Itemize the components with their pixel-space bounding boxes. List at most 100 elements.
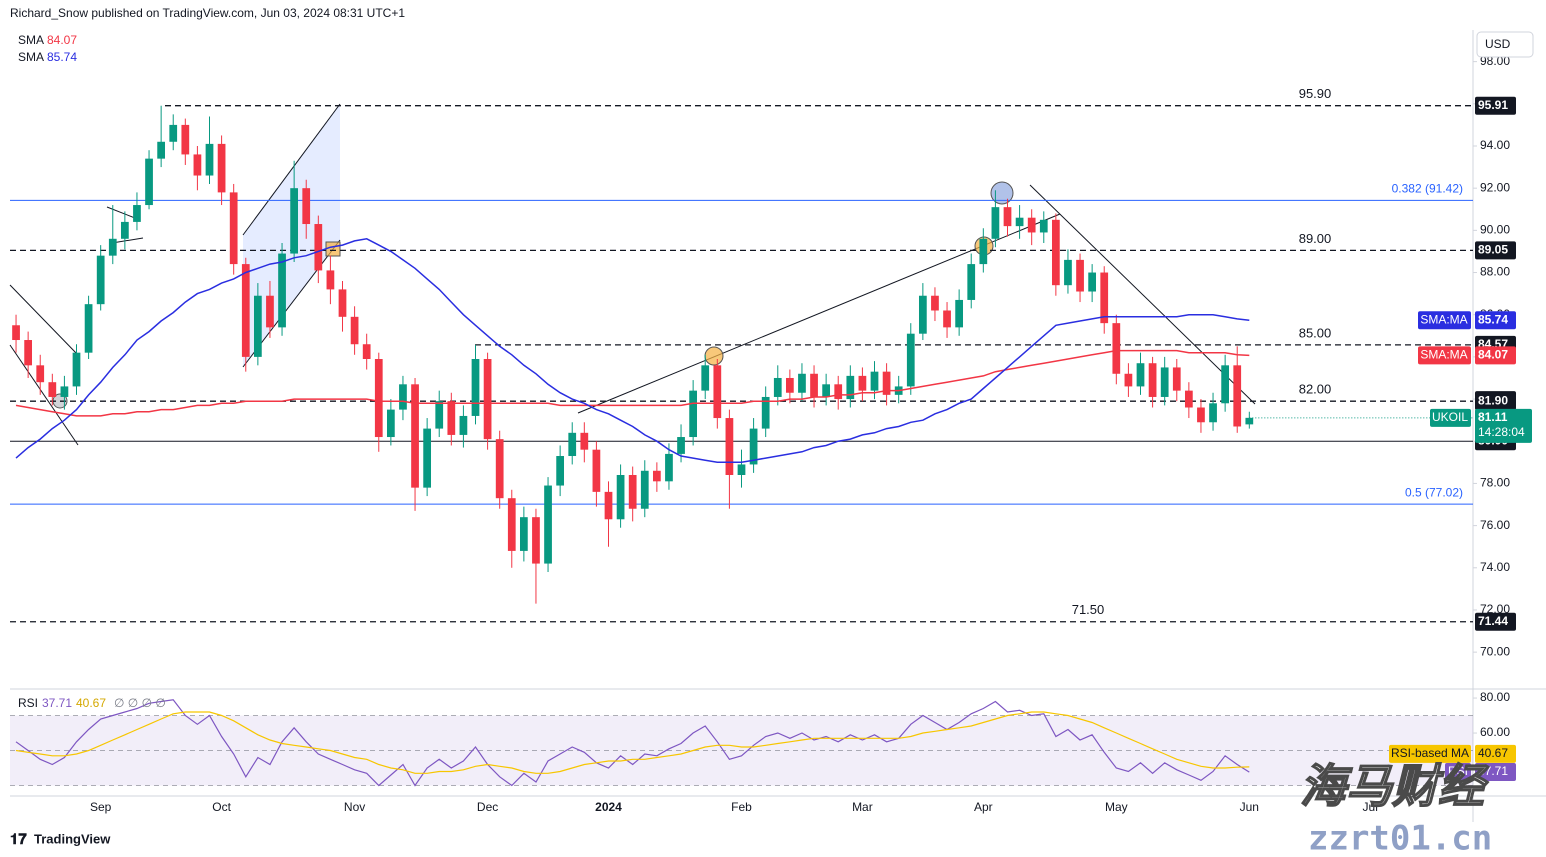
rsi-pane [10, 699, 1473, 787]
candle-body [483, 359, 492, 440]
candle-body [1088, 272, 1097, 292]
candle-body [1197, 407, 1205, 423]
candle-body [459, 415, 468, 435]
watermark-title: 海马财经 [1300, 760, 1489, 812]
marker-circle [704, 346, 724, 366]
marker-box [325, 241, 341, 257]
y-tick-label: 60.00 [1480, 725, 1510, 739]
series-tag-name: RSI-based MA [1391, 746, 1469, 760]
candle-body [592, 449, 601, 492]
candle-body [290, 188, 299, 254]
legend-value: 37.71 [42, 696, 72, 710]
price-tag-label: 89.05 [1478, 243, 1508, 257]
candle-body [1100, 272, 1109, 324]
legend-name: RSI [18, 696, 38, 710]
indicator-line [15, 349, 1250, 417]
x-tick-label: Oct [212, 800, 231, 814]
candle-body [278, 253, 286, 328]
candle-body [822, 384, 831, 397]
candle-body [338, 289, 347, 317]
tradingview-logo: 𝟏𝟕 [10, 831, 27, 848]
candle-body [604, 491, 613, 520]
candle-body [205, 143, 214, 176]
candle-body [773, 377, 782, 397]
y-tick-label: 70.00 [1480, 644, 1510, 658]
price-tag [1475, 311, 1516, 330]
price-tag-label: 95.91 [1478, 98, 1508, 112]
candle-body [447, 401, 456, 435]
level-annotation: 0.5 (77.02) [1405, 485, 1463, 499]
x-tick-label: Jul [1363, 800, 1378, 814]
candle-body [677, 437, 685, 454]
candle-body [435, 401, 444, 429]
candle-body [628, 474, 637, 509]
candle-body [229, 192, 238, 265]
y-tick-label: 94.00 [1480, 138, 1510, 152]
series-tag [1445, 763, 1471, 782]
candle-body [556, 456, 565, 486]
candle-body [36, 365, 45, 383]
candle-body [1245, 417, 1254, 425]
candle-body [471, 359, 480, 416]
trend-line [242, 103, 341, 236]
candle-body [580, 432, 589, 450]
series-tag [1389, 744, 1471, 763]
candle-body [266, 295, 274, 328]
level-annotation: 0.382 (91.42) [1392, 182, 1463, 196]
legend-name: SMA [18, 50, 44, 64]
candle-body [737, 464, 746, 475]
candle-body [495, 439, 504, 499]
candle-body [145, 158, 153, 206]
candle-body [616, 474, 625, 520]
x-tick-label: May [1105, 800, 1128, 814]
price-tag-label: 85.74 [1478, 312, 1508, 326]
candle-body [979, 238, 988, 265]
candle-body [918, 295, 927, 334]
candle-body [411, 384, 419, 488]
candle-body [72, 352, 81, 387]
candle-body [870, 371, 879, 391]
y-tick-label: 72.00 [1480, 602, 1510, 616]
series-tag-name: RSI [1448, 764, 1468, 778]
legend-name: SMA [18, 33, 44, 47]
price-tag [1475, 612, 1516, 631]
currency-button[interactable] [1476, 31, 1534, 58]
candle-body [193, 154, 202, 176]
y-tick-label: 76.00 [1480, 518, 1510, 532]
legend-extra: ∅ ∅ ∅ ∅ [114, 696, 166, 710]
candle-body [991, 207, 1000, 239]
candle-body [24, 340, 33, 366]
candle-body [217, 143, 226, 193]
logo-mark: 𝟏𝟕 [10, 831, 27, 848]
watermark-site: zzrt01.cn [1308, 819, 1492, 857]
legend-value: 84.07 [47, 33, 77, 47]
candle-body [846, 375, 855, 400]
x-tick-label: Apr [974, 800, 993, 814]
price-tag [1475, 96, 1516, 115]
candle-body [785, 377, 794, 393]
indicator-line [15, 238, 1250, 464]
x-tick-label: Mar [852, 800, 873, 814]
candle-body [181, 124, 190, 155]
symbol-tag-name: UKOIL [1432, 410, 1468, 424]
price-tag [1475, 241, 1516, 260]
candle-body [374, 359, 383, 438]
currency-label[interactable]: USD [1485, 37, 1511, 51]
candle-body [906, 333, 915, 387]
candle-body [931, 295, 939, 311]
y-tick-label: 78.00 [1480, 476, 1510, 490]
level-annotation: 71.50 [1072, 602, 1105, 617]
candle-body [108, 238, 117, 256]
x-tick-label: 2024 [595, 800, 622, 814]
candle-body [1027, 217, 1036, 233]
candle-body [713, 365, 722, 419]
indicator-line [15, 711, 1250, 774]
candle-body [640, 470, 649, 509]
overlay-layer: USD 𝟏𝟕 TradingView 海马财经 zzrt01.cn [10, 31, 1534, 857]
main-pane [10, 105, 1473, 623]
candle-body [326, 270, 335, 290]
candle-body [386, 409, 395, 438]
candle-body [1112, 323, 1121, 374]
last-price-tag [1475, 408, 1532, 443]
candle-body [1148, 363, 1157, 397]
